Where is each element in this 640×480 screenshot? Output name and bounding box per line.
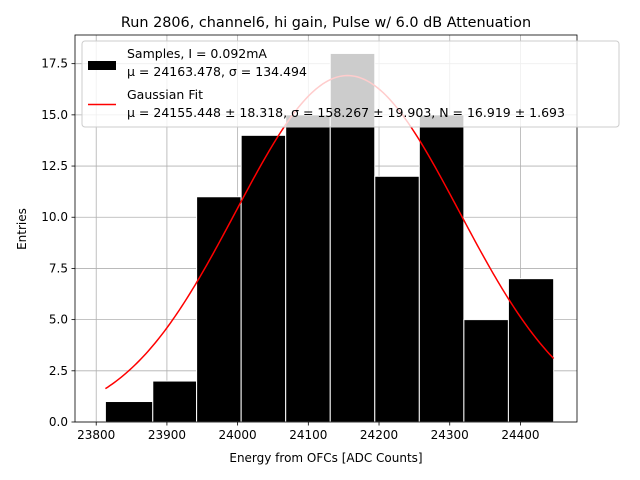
histogram-bar (240, 134, 287, 423)
y-tick-label: 5.0 (49, 313, 68, 327)
histogram-bar (196, 196, 242, 423)
x-tick-label: 24400 (501, 428, 539, 442)
x-tick-label: 24000 (219, 428, 257, 442)
legend-samples-stats: μ = 24163.478, σ = 134.494 (127, 64, 307, 79)
y-axis-label: Entries (15, 208, 29, 250)
histogram-bar (418, 114, 465, 423)
histogram-bar (374, 175, 420, 423)
y-tick-label: 12.5 (41, 159, 68, 173)
y-tick-label: 15.0 (41, 108, 68, 122)
y-tick-label: 10.0 (41, 210, 68, 224)
histogram-bar (463, 319, 509, 423)
x-axis-label: Energy from OFCs [ADC Counts] (229, 451, 422, 465)
plot-frame (74, 34, 578, 423)
y-tick-label: 0.0 (49, 415, 68, 429)
legend: Samples, I = 0.092mA μ = 24163.478, σ = … (81, 40, 620, 128)
x-tick-label: 24200 (360, 428, 398, 442)
chart-title: Run 2806, channel6, hi gain, Pulse w/ 6.… (121, 15, 531, 31)
histogram-bar (152, 380, 198, 423)
y-axis-ticks: 0.0 2.5 5.0 7.5 10.0 12.5 15.0 17.5 (41, 57, 75, 429)
histogram-bars (104, 52, 555, 423)
x-tick-label: 23800 (77, 428, 115, 442)
x-tick-label: 23900 (148, 428, 186, 442)
y-tick-label: 17.5 (41, 57, 68, 71)
legend-frame (81, 40, 620, 128)
legend-fit-stats: μ = 24155.448 ± 18.318, σ = 158.267 ± 19… (127, 105, 565, 120)
axes-frame (74, 34, 578, 423)
histogram-bar (285, 114, 331, 423)
histogram-bar (507, 278, 555, 423)
x-axis-ticks: 23800 23900 24000 24100 24200 24300 24400 (77, 422, 540, 442)
y-tick-label: 7.5 (49, 261, 68, 275)
histogram-bar (104, 401, 154, 423)
legend-samples-label: Samples, I = 0.092mA (127, 46, 267, 61)
legend-fit-label: Gaussian Fit (127, 87, 203, 102)
x-tick-label: 24100 (289, 428, 327, 442)
y-tick-label: 2.5 (49, 364, 68, 378)
x-tick-label: 24300 (431, 428, 469, 442)
legend-samples-swatch (88, 61, 116, 70)
